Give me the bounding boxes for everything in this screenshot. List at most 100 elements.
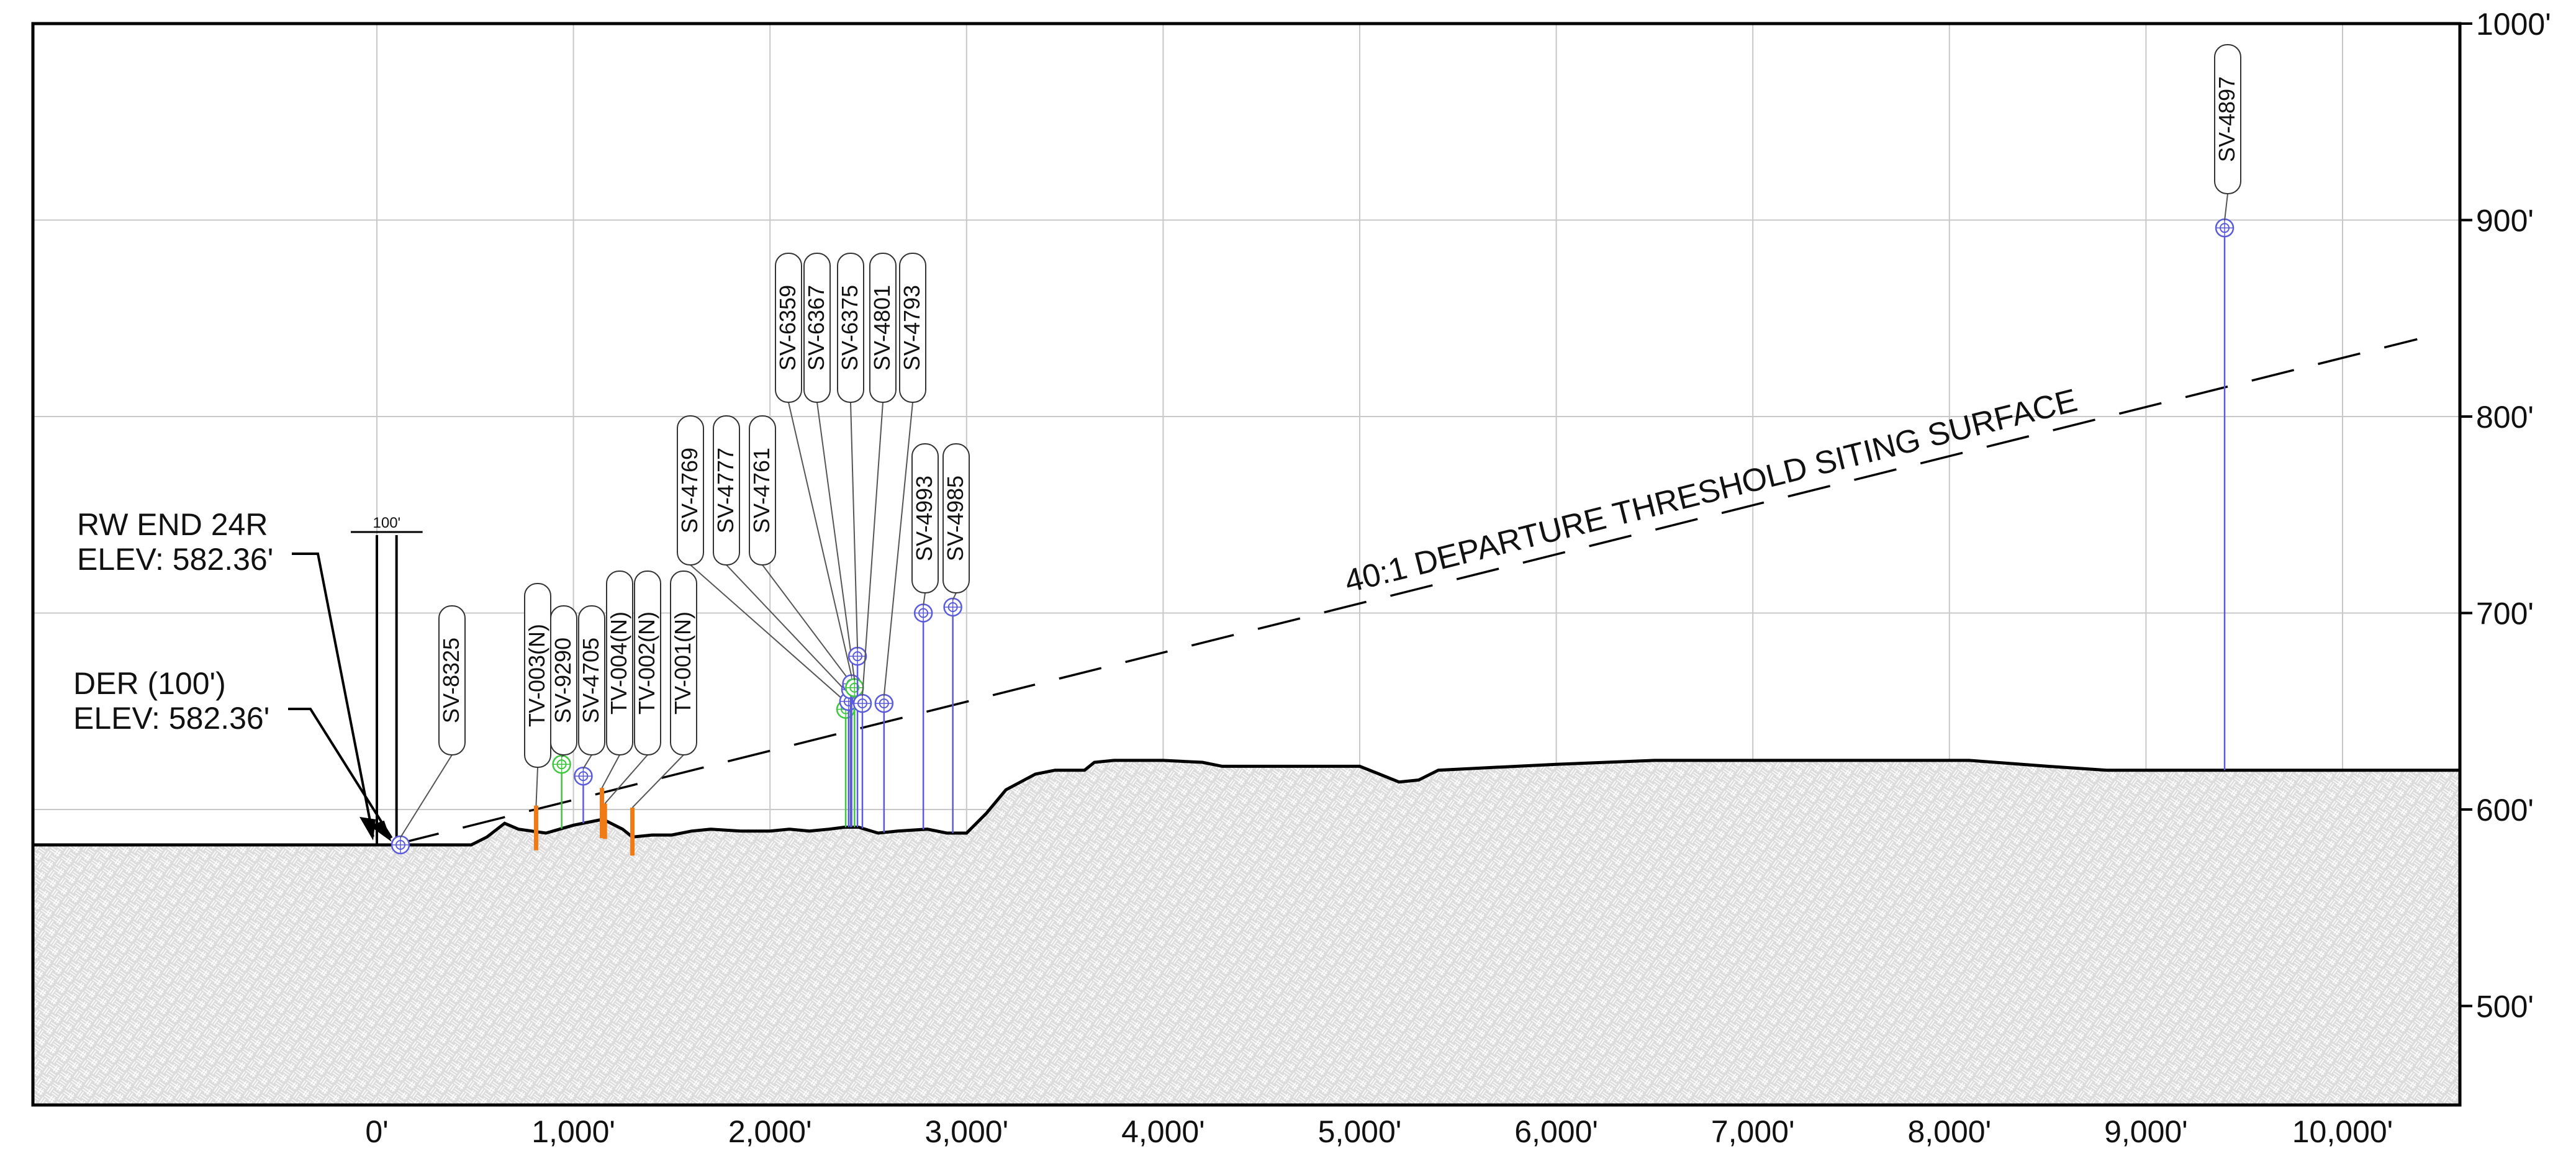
callout-tag [775,253,802,403]
x-tick-label: 4,000' [1121,1114,1205,1149]
y-tick-label: 500' [2476,990,2534,1024]
x-tick-label: 5,000' [1318,1114,1402,1149]
callout-leader [604,754,648,805]
offset-dimension-label: 100' [373,515,401,531]
y-tick-label: 700' [2476,597,2534,631]
obstacle-id-label: SV-6367 [803,285,829,371]
callout-leader [923,592,926,606]
runway-end-arrowhead [359,816,376,841]
obstacle-markers: SV-8325 TV-003(N) SV-9290 SV-4705 TV-004(N) T… [391,44,2241,856]
obstacle-symbol-cross [846,679,864,697]
plot-frame [31,22,2462,1107]
obstacle-symbol-cross [574,767,592,785]
callout-tag [899,253,926,403]
obstacle-symbol-cross [915,604,933,622]
callout-leader [631,754,684,808]
der-leader [288,708,393,839]
callout-leader [690,564,846,703]
callout-leader [535,767,538,806]
callout-tag [803,253,831,403]
callout-leader [400,754,453,838]
obstacle-tv-001n: TV-001(N) [630,570,697,856]
obstacle-id-label: SV-4793 [899,285,924,371]
y-tick-label: 600' [2476,793,2534,828]
obstacle-id-label: SV-4777 [713,448,738,533]
der-arrowhead [369,820,392,842]
callout-tag [670,570,697,755]
runway-end-leader [292,552,374,837]
callout-tag [438,605,466,755]
obstacle-id-label: SV-4993 [911,476,937,561]
der-label-line-1: DER (100') [73,666,226,701]
x-tick-label: 8,000' [1907,1114,1991,1149]
callout-leader [952,592,957,600]
callout-tag [606,570,633,755]
obstacle-sv-6375: SV-6375 [837,253,867,828]
obstacle-sv-4897: SV-4897 [2214,44,2241,770]
x-tick-label: 7,000' [1711,1114,1795,1149]
obstacle-sv-4993: SV-4993 [911,443,939,830]
runway-markers [288,531,423,844]
der-label-line-2: ELEV: 582.36' [73,701,269,736]
x-tick-label: 1,000' [531,1114,615,1149]
obstacle-sv-4777: SV-4777 [713,415,859,828]
obstacle-tv-002n: TV-002(N) [602,570,661,839]
obstacle-symbol-cross [854,695,871,713]
obstacle-id-label: SV-4769 [677,448,702,533]
y-tick-label: 900' [2476,204,2534,238]
callout-leader [788,402,852,677]
callout-tag [634,570,661,755]
obstacle-sv-4705: SV-4705 [574,605,605,824]
callout-leader [883,402,913,697]
obstacle-tv-003n: TV-003(N) [524,583,551,850]
callout-leader [862,402,884,697]
callout-leader [582,754,592,769]
obstacle-sv-4985: SV-4985 [942,443,970,833]
obstacle-id-label: TV-004(N) [606,611,631,715]
runway-end-label-line-2: ELEV: 582.36' [77,542,273,577]
runway-end-label: RW END 24R ELEV: 582.36' [77,507,273,577]
callout-tag [942,443,970,593]
x-tick-label: 3,000' [924,1114,1008,1149]
obstacle-symbol-cross [944,598,962,616]
callout-tag [677,415,704,566]
callout-leader [762,564,851,683]
callout-leader [2224,193,2228,221]
y-tick-label: 1000' [2476,7,2551,42]
x-tick-label: 9,000' [2104,1114,2188,1149]
departure-surface-line [396,338,2418,846]
runway-end-label-line-1: RW END 24R [77,507,268,542]
obstacle-tv-004n: TV-004(N) [600,570,633,839]
x-tick-label: 0' [365,1114,388,1149]
obstacle-id-label: SV-4801 [869,285,895,371]
callout-tag [749,415,776,566]
obstacle-id-label: SV-9290 [550,638,576,723]
callout-tag [911,443,939,593]
y-tick-label: 800' [2476,400,2534,435]
surface-label: 40:1 DEPARTURE THRESHOLD SITING SURFACE [1341,382,2081,600]
obstacle-symbol-cross [553,755,571,773]
obstacle-id-label: SV-4761 [749,448,774,533]
ground-profile-fill [33,760,2460,1105]
callout-tag [578,605,605,755]
callout-tag [550,605,577,755]
obstacle-id-label: SV-6375 [837,285,862,371]
obstacle-sv-8325: SV-8325 [391,605,466,855]
obstacle-id-label: TV-003(N) [524,624,549,727]
obstacle-sv-4793: SV-4793 [874,253,926,833]
axis-ticks: 0' 1,000' 2,000' 3,000' 4,000' 5,000' 6,000' 7,… [365,7,2551,1149]
callout-leader [816,402,856,680]
obstacle-symbol-cross [849,647,867,665]
obstacle-id-label: SV-4897 [2214,76,2239,162]
callout-tag [2214,44,2241,194]
obstacle-symbol-cross [391,836,409,854]
obstacle-id-label: SV-8325 [438,638,464,723]
obstacle-id-label: SV-4985 [942,476,968,561]
obstacle-sv-9290: SV-9290 [550,605,577,829]
x-tick-label: 2,000' [728,1114,812,1149]
x-tick-label: 6,000' [1514,1114,1598,1149]
callout-tag [713,415,740,566]
callout-leader [601,754,620,788]
der-label: DER (100') ELEV: 582.36' [73,666,269,736]
